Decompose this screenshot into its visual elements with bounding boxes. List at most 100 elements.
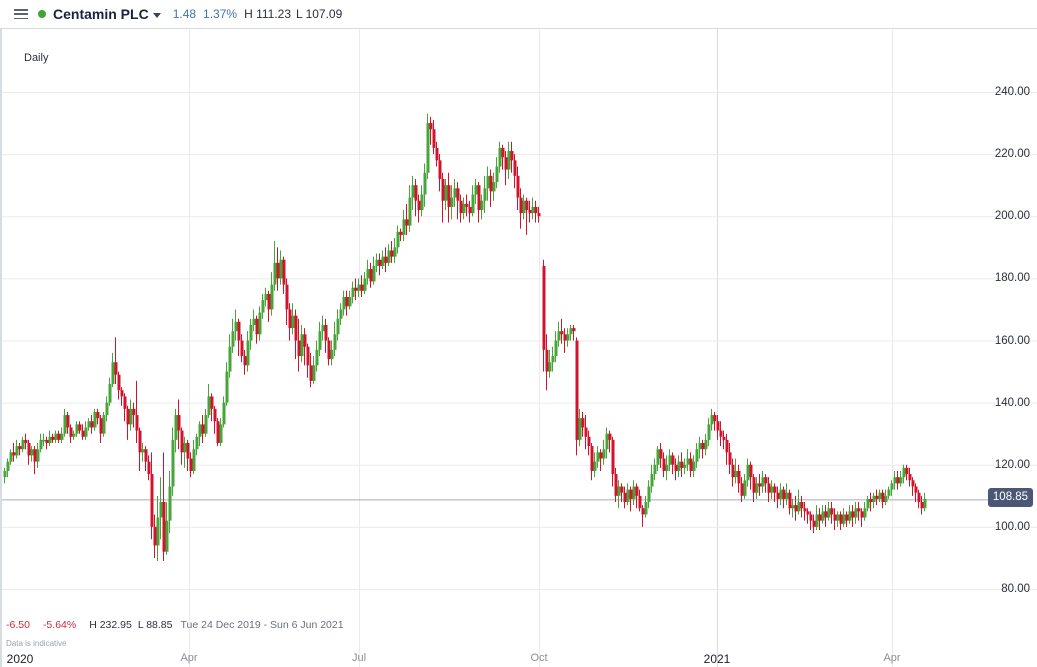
candle-body bbox=[653, 464, 657, 475]
candle-body bbox=[881, 492, 885, 503]
instrument-header: Centamin PLC 1.48 1.37% H 111.23 L 107.0… bbox=[0, 0, 1037, 29]
candle-body bbox=[186, 443, 190, 459]
candle-body bbox=[698, 443, 702, 450]
candle-body bbox=[180, 430, 184, 453]
candle-body bbox=[126, 408, 130, 425]
price-axis-label: 80.00 bbox=[1001, 583, 1030, 595]
candle-body bbox=[584, 427, 588, 437]
candle-body bbox=[542, 265, 546, 350]
candle-body bbox=[372, 265, 376, 282]
candle-body bbox=[120, 390, 124, 397]
candlestick-chart[interactable] bbox=[0, 29, 1037, 667]
candle-body bbox=[767, 483, 771, 493]
candle-body bbox=[327, 340, 331, 360]
candle-body bbox=[887, 489, 891, 496]
candle-body bbox=[531, 206, 535, 214]
candle-body bbox=[51, 436, 55, 440]
candle-body bbox=[548, 362, 552, 372]
candle-body bbox=[734, 470, 738, 478]
candle-body bbox=[303, 334, 307, 347]
candle-body bbox=[495, 166, 499, 183]
candle-body bbox=[668, 455, 672, 465]
candle-body bbox=[659, 449, 663, 459]
candle-body bbox=[635, 486, 639, 496]
candle-body bbox=[456, 188, 460, 201]
price-axis-label: 100.00 bbox=[994, 520, 1030, 533]
candle-body bbox=[650, 474, 654, 487]
candle-body bbox=[731, 464, 735, 478]
candle-body bbox=[183, 443, 187, 453]
candle-body bbox=[519, 197, 523, 214]
candle-body bbox=[174, 415, 178, 440]
candle-body bbox=[234, 321, 238, 332]
candle-body bbox=[863, 508, 867, 518]
candle-body bbox=[39, 439, 43, 450]
candle-body bbox=[872, 495, 876, 503]
candle-body bbox=[869, 498, 873, 503]
range-change-percent: -5.64% bbox=[42, 619, 77, 631]
candle-body bbox=[794, 505, 798, 512]
candle-body bbox=[18, 446, 22, 450]
candle-body bbox=[255, 318, 259, 335]
candle-body bbox=[243, 356, 247, 366]
candle-body bbox=[207, 396, 211, 416]
candle-body bbox=[402, 219, 406, 235]
candle-body bbox=[375, 259, 379, 266]
candle-body bbox=[782, 489, 786, 499]
candle-body bbox=[396, 231, 400, 248]
candle-body bbox=[857, 508, 861, 512]
candle-body bbox=[647, 486, 651, 503]
candle-body bbox=[264, 293, 268, 301]
price-axis-label: 140.00 bbox=[994, 396, 1030, 409]
candle-body bbox=[36, 449, 40, 462]
candle-body bbox=[393, 247, 397, 257]
candle-body bbox=[390, 250, 394, 257]
chart-period-label: Daily bbox=[24, 52, 49, 64]
candle-body bbox=[432, 129, 436, 148]
candle-body bbox=[270, 284, 274, 310]
hamburger-menu-icon[interactable] bbox=[14, 9, 28, 19]
candle-body bbox=[480, 200, 484, 211]
candle-body bbox=[752, 477, 756, 493]
price-change-percent: 1.37% bbox=[203, 7, 238, 21]
instrument-dropdown-caret-icon[interactable] bbox=[152, 12, 161, 18]
candle-body bbox=[713, 415, 717, 422]
candle-body bbox=[318, 331, 322, 350]
candle-body bbox=[333, 334, 337, 350]
candle-body bbox=[815, 514, 819, 527]
candle-body bbox=[345, 297, 349, 307]
day-low: L 107.09 bbox=[296, 7, 343, 21]
candle-body bbox=[309, 365, 313, 381]
candle-body bbox=[893, 477, 897, 484]
candle-body bbox=[770, 486, 774, 493]
candle-body bbox=[758, 483, 762, 487]
data-indicative-note: Data is indicative bbox=[6, 639, 67, 648]
candle-body bbox=[534, 206, 538, 214]
time-axis-label: 2020 bbox=[6, 652, 34, 666]
instrument-name[interactable]: Centamin PLC bbox=[53, 6, 149, 22]
time-axis-label: Jul bbox=[351, 652, 367, 664]
candle-body bbox=[569, 328, 573, 335]
candle-body bbox=[917, 492, 921, 503]
candle-body bbox=[510, 151, 514, 161]
candle-body bbox=[117, 374, 121, 391]
candle-body bbox=[384, 256, 388, 263]
candle-body bbox=[537, 213, 541, 217]
candle-body bbox=[306, 346, 310, 366]
candle-body bbox=[24, 439, 28, 444]
candle-body bbox=[228, 346, 232, 372]
candle-body bbox=[725, 439, 729, 453]
candle-body bbox=[411, 185, 415, 198]
candle-body bbox=[363, 278, 367, 291]
candle-body bbox=[195, 436, 199, 450]
price-axis-label: 220.00 bbox=[994, 148, 1030, 161]
candle-body bbox=[701, 443, 705, 450]
candle-body bbox=[860, 511, 864, 518]
candle-body bbox=[297, 340, 301, 357]
candle-body bbox=[465, 203, 469, 207]
candle-body bbox=[438, 160, 442, 179]
candle-body bbox=[177, 415, 181, 431]
candle-body bbox=[773, 486, 777, 493]
candle-body bbox=[785, 492, 789, 499]
candle-body bbox=[854, 508, 858, 518]
